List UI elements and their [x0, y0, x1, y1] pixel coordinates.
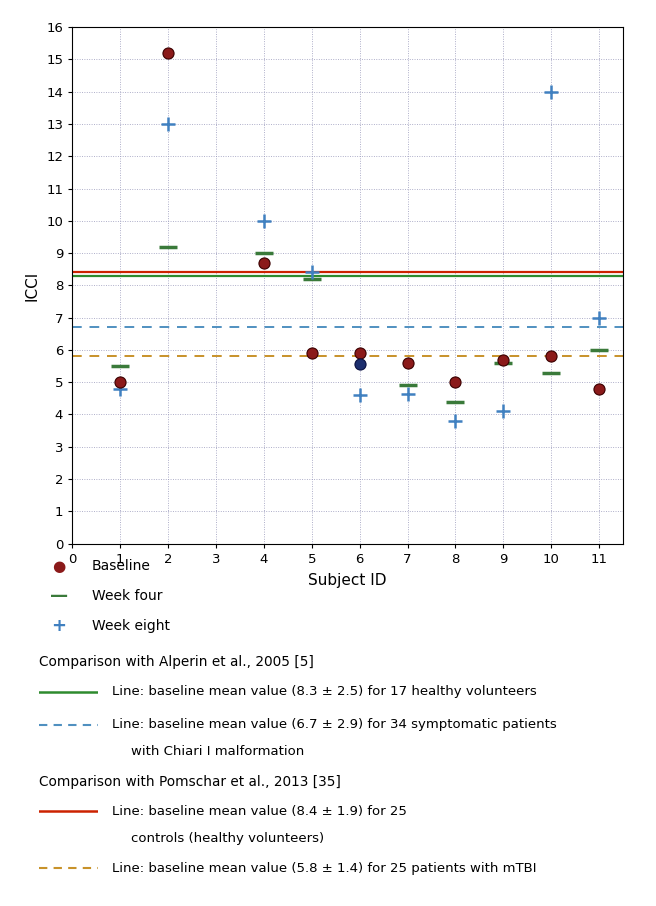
- Text: +: +: [52, 617, 66, 635]
- Text: Baseline: Baseline: [92, 559, 151, 573]
- Text: Week eight: Week eight: [92, 619, 170, 633]
- Text: ●: ●: [52, 559, 66, 573]
- Text: Line: baseline mean value (6.7 ± 2.9) for 34 symptomatic patients: Line: baseline mean value (6.7 ± 2.9) fo…: [112, 718, 556, 731]
- Text: Comparison with Alperin et al., 2005 [5]: Comparison with Alperin et al., 2005 [5]: [39, 655, 314, 669]
- Y-axis label: ICCI: ICCI: [24, 270, 39, 301]
- X-axis label: Subject ID: Subject ID: [308, 573, 387, 588]
- Text: Week four: Week four: [92, 589, 162, 603]
- Text: Line: baseline mean value (5.8 ± 1.4) for 25 patients with mTBI: Line: baseline mean value (5.8 ± 1.4) fo…: [112, 862, 536, 874]
- Text: Line: baseline mean value (8.3 ± 2.5) for 17 healthy volunteers: Line: baseline mean value (8.3 ± 2.5) fo…: [112, 685, 536, 699]
- Text: Line: baseline mean value (8.4 ± 1.9) for 25: Line: baseline mean value (8.4 ± 1.9) fo…: [112, 805, 407, 818]
- Text: Comparison with Pomschar et al., 2013 [35]: Comparison with Pomschar et al., 2013 [3…: [39, 775, 341, 788]
- Text: with Chiari I malformation: with Chiari I malformation: [131, 745, 304, 758]
- Text: —: —: [50, 587, 68, 605]
- Text: controls (healthy volunteers): controls (healthy volunteers): [131, 832, 324, 844]
